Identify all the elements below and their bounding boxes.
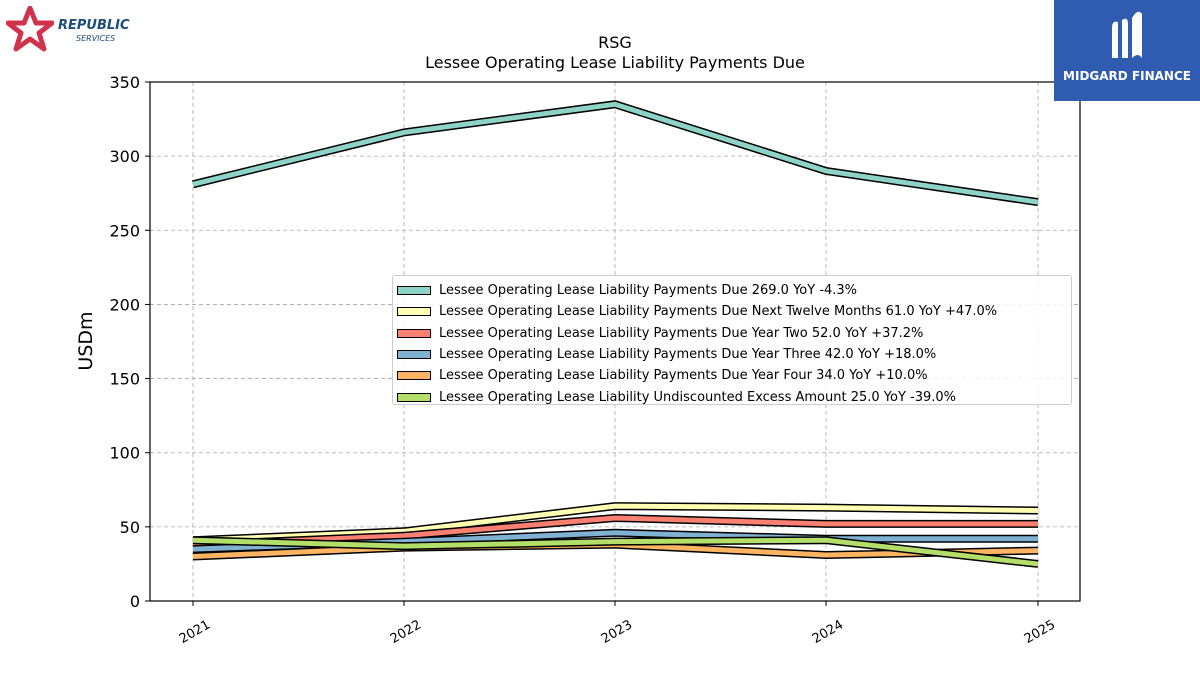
- y-tick-label: 100: [109, 444, 140, 463]
- logo-right-text: MIDGARD FINANCE: [1063, 69, 1191, 83]
- legend-item: Lessee Operating Lease Liability Payment…: [393, 280, 1071, 301]
- series-line-0: [192, 101, 1039, 205]
- star-logo-icon: [6, 6, 54, 52]
- y-axis-label: USDm: [75, 311, 97, 370]
- legend-item: Lessee Operating Lease Liability Payment…: [393, 323, 1071, 344]
- x-tick-label: 2022: [388, 617, 424, 647]
- legend-swatch: [397, 392, 431, 402]
- republic-services-logo: REPUBLIC SERVICES: [6, 6, 146, 52]
- y-tick-label: 200: [109, 295, 140, 314]
- series-line-2: [192, 515, 1038, 548]
- y-tick-label: 350: [109, 73, 140, 92]
- legend-item: Lessee Operating Lease Liability Payment…: [393, 365, 1071, 386]
- x-tick-label: 2024: [810, 617, 846, 647]
- legend-label: Lessee Operating Lease Liability Payment…: [439, 368, 928, 384]
- legend-item: Lessee Operating Lease Liability Undisco…: [393, 386, 1071, 407]
- x-tick-label: 2025: [1022, 617, 1058, 647]
- chart-subtitle: Lessee Operating Lease Liability Payment…: [425, 53, 805, 72]
- midgard-logo-icon: [1112, 11, 1142, 59]
- y-tick-label: 250: [109, 221, 140, 240]
- logo-left-sub-text: SERVICES: [76, 34, 116, 43]
- y-tick-label: 50: [120, 518, 140, 537]
- x-tick-label: 2021: [177, 617, 213, 647]
- legend-label: Lessee Operating Lease Liability Payment…: [439, 283, 858, 299]
- y-tick-label: 0: [130, 592, 140, 611]
- x-tick-label: 2023: [599, 617, 635, 647]
- legend-swatch: [397, 350, 431, 360]
- y-tick-label: 300: [109, 147, 140, 166]
- series-line-5: [192, 537, 1039, 567]
- chart-title: RSG: [598, 33, 632, 52]
- legend-swatch: [397, 286, 431, 296]
- legend-item: Lessee Operating Lease Liability Payment…: [393, 344, 1071, 365]
- legend-swatch: [397, 307, 431, 317]
- legend-swatch: [397, 371, 431, 381]
- series-lines: [192, 100, 1039, 568]
- legend-label: Lessee Operating Lease Liability Payment…: [439, 325, 924, 341]
- legend-label: Lessee Operating Lease Liability Undisco…: [439, 389, 957, 405]
- legend-label: Lessee Operating Lease Liability Payment…: [439, 347, 937, 363]
- legend-swatch: [397, 328, 431, 338]
- y-tick-label: 150: [109, 370, 140, 389]
- midgard-finance-logo: MIDGARD FINANCE: [1054, 0, 1200, 101]
- legend-label: Lessee Operating Lease Liability Payment…: [439, 304, 998, 320]
- series-line-1: [192, 503, 1039, 543]
- chart-legend: Lessee Operating Lease Liability Payment…: [392, 275, 1072, 405]
- legend-item: Lessee Operating Lease Liability Payment…: [393, 301, 1071, 322]
- logo-left-main-text: REPUBLIC: [58, 18, 130, 33]
